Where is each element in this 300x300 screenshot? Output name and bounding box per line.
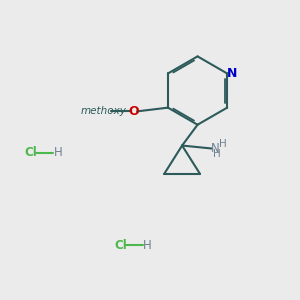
Text: H: H: [53, 146, 62, 160]
Text: N: N: [211, 142, 220, 155]
Text: H: H: [143, 238, 152, 252]
Text: Cl: Cl: [25, 146, 38, 160]
Text: H: H: [219, 139, 227, 149]
Text: H: H: [213, 149, 221, 160]
Text: O: O: [128, 105, 139, 118]
Text: methoxy: methoxy: [81, 106, 127, 116]
Text: Cl: Cl: [114, 238, 127, 252]
Text: N: N: [227, 67, 238, 80]
